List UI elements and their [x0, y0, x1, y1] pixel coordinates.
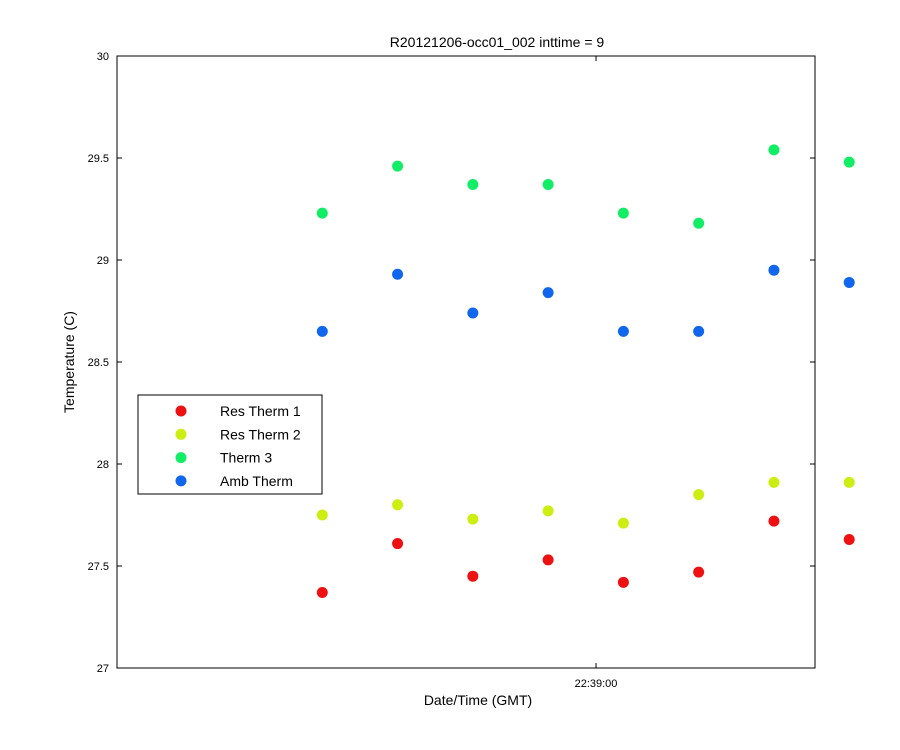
- y-tick-label: 27: [97, 663, 109, 675]
- y-tick-label: 28.5: [88, 357, 109, 369]
- y-tick-label: 30: [97, 51, 109, 63]
- data-point: [617, 207, 629, 219]
- legend-marker: [175, 475, 187, 487]
- legend-label: Therm 3: [220, 450, 272, 466]
- data-point: [768, 476, 780, 488]
- data-point: [542, 179, 554, 191]
- data-point: [467, 179, 479, 191]
- y-axis: 27 27.5 28 28.5 29 29.5 30: [88, 51, 815, 675]
- legend-label: Amb Therm: [220, 473, 293, 489]
- data-points: [316, 144, 855, 599]
- data-point: [693, 566, 705, 578]
- data-point: [316, 325, 328, 337]
- series-therm-3: [316, 144, 855, 229]
- legend-label: Res Therm 2: [220, 426, 301, 442]
- series-res-therm-1: [316, 515, 855, 599]
- y-axis-label: Temperature (C): [61, 311, 77, 413]
- data-point: [617, 325, 629, 337]
- legend-marker: [175, 452, 187, 464]
- legend-marker: [175, 405, 187, 417]
- series-res-therm-2: [316, 476, 855, 529]
- data-point: [693, 489, 705, 501]
- data-point: [843, 533, 855, 545]
- series-amb-therm: [316, 264, 855, 337]
- x-axis-label: Date/Time (GMT): [424, 692, 532, 708]
- chart-title: R20121206-occ01_002 inttime = 9: [390, 34, 605, 50]
- data-point: [843, 156, 855, 168]
- data-point: [542, 287, 554, 299]
- y-tick-label: 27.5: [88, 561, 109, 573]
- data-point: [843, 476, 855, 488]
- data-point: [316, 509, 328, 521]
- data-point: [392, 499, 404, 511]
- x-tick-label: 22:39:00: [575, 678, 618, 690]
- y-tick-label: 29: [97, 255, 109, 267]
- data-point: [768, 515, 780, 527]
- data-point: [843, 276, 855, 288]
- legend-marker: [175, 428, 187, 440]
- data-point: [768, 144, 780, 156]
- data-point: [542, 554, 554, 566]
- data-point: [617, 517, 629, 529]
- data-point: [467, 570, 479, 582]
- data-point: [467, 513, 479, 525]
- y-tick-label: 28: [97, 459, 109, 471]
- data-point: [693, 217, 705, 229]
- data-point: [542, 505, 554, 517]
- data-point: [467, 307, 479, 319]
- data-point: [392, 160, 404, 172]
- data-point: [316, 587, 328, 599]
- data-point: [392, 538, 404, 550]
- data-point: [617, 576, 629, 588]
- legend-label: Res Therm 1: [220, 403, 301, 419]
- legend: Res Therm 1 Res Therm 2 Therm 3 Amb Therm: [137, 394, 323, 495]
- y-tick-label: 29.5: [88, 153, 109, 165]
- data-point: [693, 325, 705, 337]
- data-point: [392, 268, 404, 280]
- plot-area: [116, 55, 816, 669]
- data-point: [316, 207, 328, 219]
- data-point: [768, 264, 780, 276]
- x-axis: 22:39:0022:40:00: [575, 56, 618, 690]
- legend-box: [137, 394, 323, 495]
